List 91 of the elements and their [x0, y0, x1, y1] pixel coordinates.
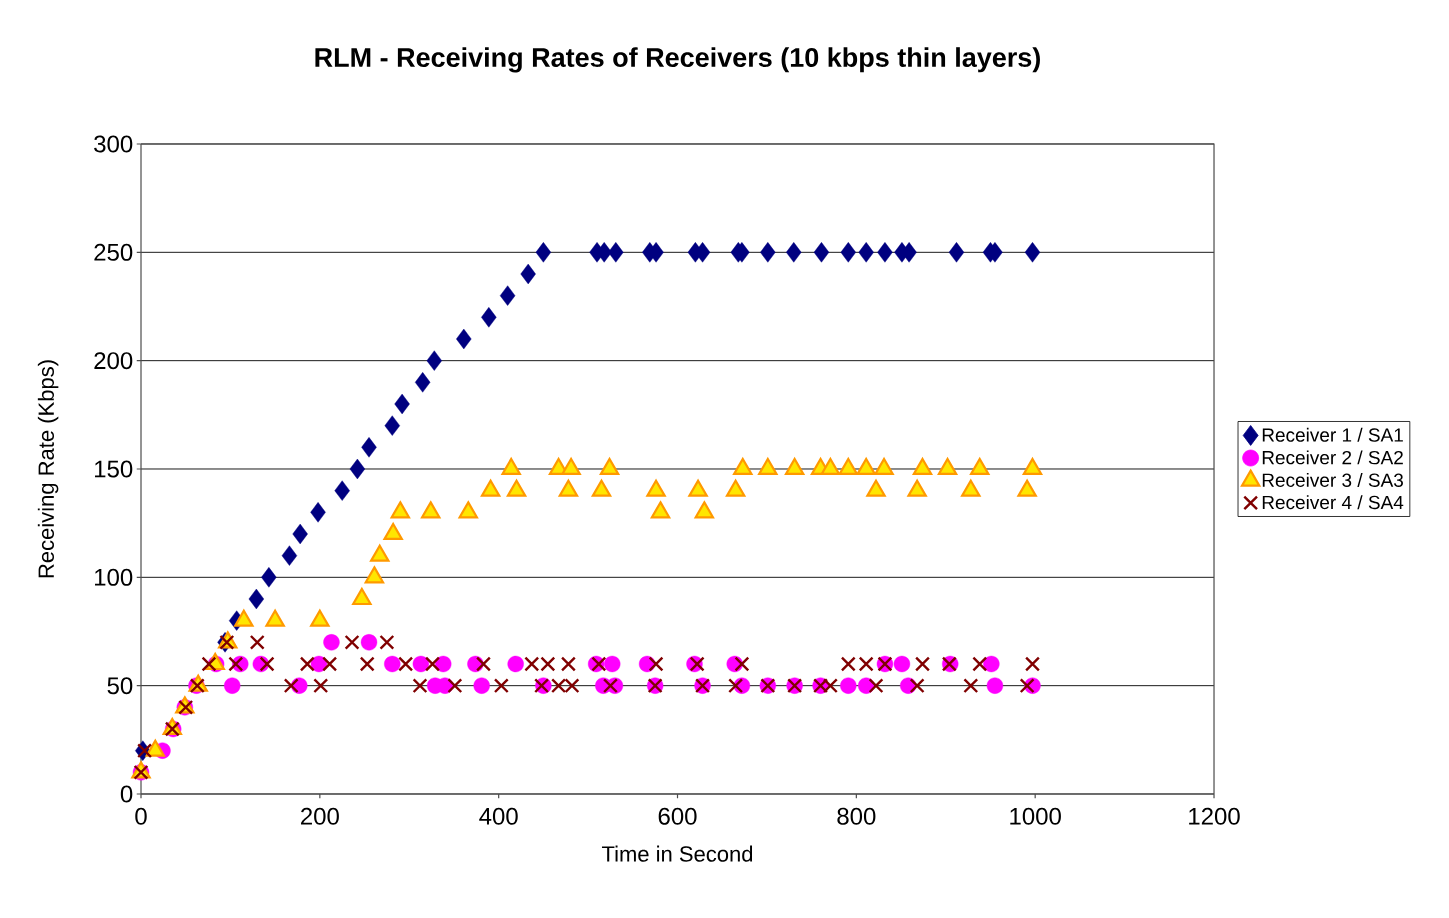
y-tick-label: 300 — [94, 135, 133, 153]
legend-label: Receiver 4 / SA4 — [1262, 495, 1404, 510]
point — [602, 678, 618, 694]
point — [858, 656, 874, 672]
point — [813, 242, 830, 263]
point — [560, 656, 576, 672]
point — [499, 285, 516, 306]
x-tick-label: 1000 — [1010, 807, 1061, 825]
point — [384, 655, 401, 673]
point — [426, 350, 442, 371]
point — [261, 567, 277, 588]
point — [604, 655, 621, 673]
x-axis-title: Time in Second — [601, 845, 753, 862]
point — [983, 655, 1000, 673]
point — [948, 242, 965, 263]
point — [447, 678, 463, 694]
x-tick-label: 800 — [837, 807, 876, 825]
point — [893, 655, 911, 673]
y-tick-label: 150 — [95, 460, 133, 478]
point — [507, 655, 524, 673]
point — [535, 242, 552, 263]
point — [840, 677, 857, 694]
point — [986, 677, 1004, 694]
point — [360, 634, 378, 651]
point — [734, 656, 750, 672]
point — [972, 656, 988, 672]
point — [1019, 678, 1035, 694]
point — [786, 242, 802, 263]
point — [1024, 656, 1041, 672]
point — [394, 393, 410, 415]
point — [481, 307, 497, 328]
point — [249, 634, 265, 650]
point — [1024, 242, 1041, 263]
point — [359, 656, 375, 672]
point — [310, 502, 326, 523]
point — [334, 480, 350, 501]
point — [281, 545, 298, 566]
point — [379, 634, 395, 650]
point — [728, 678, 744, 694]
point — [283, 678, 299, 694]
point — [415, 372, 431, 393]
point — [909, 678, 925, 694]
point — [224, 677, 241, 694]
point — [412, 655, 430, 673]
point — [424, 656, 441, 672]
x-tick-label: 400 — [479, 807, 518, 825]
y-tick-label: 250 — [94, 243, 133, 261]
y-tick-label: 200 — [94, 352, 133, 370]
point — [475, 656, 492, 672]
chart-title: RLM - Receiving Rates of Receivers (10 kbps thin layers) — [315, 47, 1040, 73]
point — [858, 242, 874, 263]
point — [456, 328, 472, 350]
point — [344, 634, 360, 650]
y-axis-title: Receiving Rate (Kbps) — [37, 360, 59, 578]
point — [322, 656, 338, 672]
point — [361, 437, 377, 458]
point — [914, 656, 931, 672]
x-tick-label: 1200 — [1189, 807, 1240, 825]
point — [259, 656, 275, 672]
point — [201, 656, 217, 672]
point — [228, 656, 244, 672]
point — [840, 656, 856, 672]
point — [608, 242, 624, 263]
point — [840, 242, 856, 263]
point — [520, 263, 536, 285]
point — [292, 523, 308, 545]
point — [323, 634, 340, 651]
point — [963, 678, 979, 694]
point — [384, 415, 400, 436]
y-tick-label: 100 — [95, 568, 133, 586]
x-tick-label: 200 — [301, 807, 339, 825]
legend-label: Receiver 1 / SA1 — [1262, 427, 1403, 442]
point — [412, 678, 428, 694]
legend-label: Receiver 2 / SA2 — [1262, 450, 1403, 465]
point — [648, 656, 664, 672]
point — [313, 678, 329, 694]
x-tick-label: 0 — [135, 807, 147, 825]
point — [248, 588, 265, 610]
y-tick-label: 50 — [107, 677, 133, 695]
point — [398, 656, 414, 672]
point — [493, 678, 509, 694]
point — [473, 677, 490, 694]
point — [349, 458, 366, 480]
point — [877, 242, 893, 263]
point — [299, 656, 315, 672]
point — [868, 678, 884, 694]
y-tick-label: 0 — [120, 785, 133, 803]
legend-label: Receiver 3 / SA3 — [1262, 473, 1403, 487]
x-tick-label: 600 — [658, 807, 697, 825]
point — [591, 656, 607, 672]
point — [760, 242, 776, 263]
